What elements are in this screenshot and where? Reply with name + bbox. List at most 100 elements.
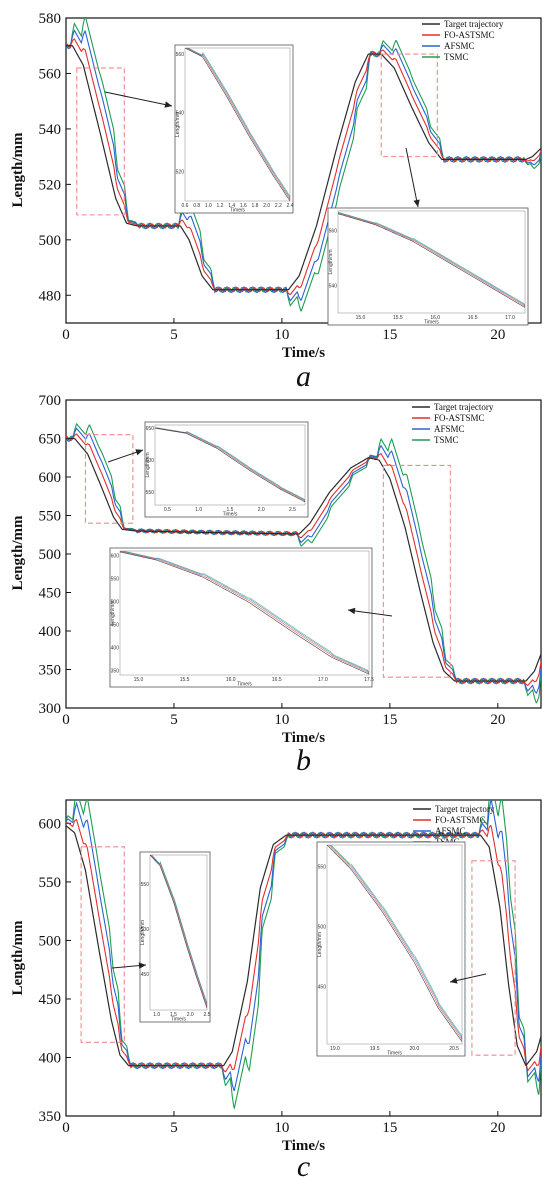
target-trajectory-line	[66, 437, 541, 682]
zoom-box-2	[471, 860, 516, 1056]
legend-entry: Target trajectory	[444, 19, 504, 29]
inset-y-tick-label: 500	[141, 927, 150, 933]
inset-x-tick-label: 1.4	[228, 203, 235, 209]
legend-entry: AFSMC	[434, 424, 465, 434]
inset-y-label: Length/mm	[317, 932, 323, 957]
x-tick-label: 5	[170, 327, 178, 343]
inset-target-trajectory-line	[155, 427, 305, 503]
inset-x-tick-label: 16.0	[226, 677, 236, 683]
tsmc-line	[66, 800, 541, 1110]
inset-x-tick-label: 20.5	[449, 1046, 459, 1052]
inset-x-tick-label: 16.0	[430, 315, 440, 321]
x-axis-label: Time/s	[282, 1138, 325, 1154]
panel-label: a	[296, 360, 311, 393]
inset-frame	[144, 421, 309, 518]
inset-y-tick-label: 600	[111, 554, 120, 560]
x-tick-label: 20	[490, 327, 505, 343]
y-tick-label: 400	[39, 624, 62, 640]
inset-2: 15.0 15.5 16.0 16.5 17.0 540 560 Time/s Length/m…	[327, 207, 529, 326]
x-tick-label: 15	[382, 1120, 397, 1136]
zoom-arrow	[405, 147, 419, 208]
inset-y-label: Length/mm	[175, 112, 181, 137]
afsmc-line	[66, 427, 541, 695]
inset-x-tick-label: 2.5	[289, 507, 296, 513]
inset-series-group	[327, 845, 462, 1042]
afsmc-line	[66, 29, 541, 302]
inset-x-tick-label: 2.0	[258, 507, 265, 513]
y-axis-label: Length/mm	[10, 515, 26, 591]
inset-x-tick-label: 16.5	[272, 677, 282, 683]
y-tick-label: 550	[39, 509, 62, 525]
inset-x-tick-label: 1.6	[240, 203, 247, 209]
inset-x-tick-label: 0.6	[182, 203, 189, 209]
inset-x-tick-label: 1.0	[153, 1012, 160, 1018]
x-tick-label: 15	[382, 712, 397, 728]
y-axis-label: Length/mm	[10, 132, 26, 208]
inset-y-label: Length/mm	[145, 452, 151, 477]
target-trajectory-line	[66, 825, 541, 1067]
inset-series-group	[150, 855, 207, 1009]
x-axis-label: Time/s	[282, 345, 325, 361]
inset-x-tick-label: 0.5	[164, 507, 171, 513]
y-tick-label: 300	[39, 701, 62, 717]
x-axis-label: Time/s	[282, 730, 325, 746]
zoom-arrow-head	[348, 607, 356, 615]
inset-tsmc-line	[330, 845, 462, 1039]
x-tick-label: 0	[62, 1120, 70, 1136]
series-group	[66, 18, 541, 312]
inset-x-tick-label: 20.0	[409, 1046, 419, 1052]
inset-frame	[109, 547, 373, 688]
inset-x-tick-label: 2.5	[204, 1012, 211, 1018]
x-tick-label: 0	[62, 327, 70, 343]
x-tick-label: 20	[490, 1120, 505, 1136]
inset-2: 19.0 19.5 20.0 20.5 450 500 550 Time/s Length/mm	[316, 841, 466, 1057]
inset-x-label: Time/s	[171, 1017, 186, 1023]
y-axis-label: Length/mm	[10, 920, 26, 996]
inset-y-tick-label: 500	[111, 600, 120, 606]
y-tick-label: 600	[39, 470, 62, 486]
inset-plot-frame	[149, 854, 208, 1011]
inset-x-tick-label: 17.0	[318, 677, 328, 683]
x-tick-label: 10	[274, 1120, 289, 1136]
inset-1: 0.5 1.0 1.5 2.0 2.5 550 600 650 Time/s Length/mm	[144, 421, 309, 518]
legend-entry: Target trajectory	[435, 804, 495, 814]
inset-y-tick-label: 500	[318, 925, 327, 931]
inset-tsmc-line	[151, 855, 207, 1006]
y-tick-label: 480	[39, 288, 62, 304]
y-tick-label: 350	[39, 663, 62, 679]
inset-target-trajectory-line	[327, 845, 462, 1042]
inset-x-tick-label: 17.0	[505, 315, 515, 321]
x-tick-label: 20	[490, 712, 505, 728]
legend-entry: AFSMC	[435, 826, 466, 836]
y-tick-label: 500	[39, 547, 62, 563]
inset-x-tick-label: 2.0	[187, 1012, 194, 1018]
inset-tsmc-line	[120, 551, 369, 673]
inset-x-label: Time/s	[424, 320, 439, 326]
inset-x-tick-label: 1.2	[217, 203, 224, 209]
zoom-arrow	[104, 91, 173, 107]
inset-fo-astsmc-line	[150, 855, 207, 1008]
plot-frame	[65, 799, 542, 1117]
zoom-arrow-head	[138, 962, 146, 969]
y-tick-label: 450	[39, 992, 62, 1008]
y-tick-label: 520	[39, 177, 62, 193]
inset-x-label: Time/s	[230, 208, 245, 214]
inset-x-tick-label: 1.5	[227, 507, 234, 513]
inset-y-tick-label: 550	[146, 490, 155, 496]
y-tick-label: 600	[39, 816, 62, 832]
legend-entry: Target trajectory	[434, 402, 494, 412]
inset-y-tick-label: 450	[318, 984, 327, 990]
inset-series-group	[185, 48, 290, 201]
inset-tsmc-line	[338, 212, 525, 306]
tsmc-line	[66, 422, 541, 704]
inset-y-tick-label: 400	[111, 645, 120, 651]
inset-x-tick-label: 15.0	[356, 315, 366, 321]
inset-plot-frame	[337, 210, 526, 314]
plot-frame	[65, 17, 542, 324]
inset-afsmc-line	[338, 212, 525, 307]
legend-entry: TSMC	[434, 435, 459, 445]
y-tick-label: 650	[39, 432, 62, 448]
